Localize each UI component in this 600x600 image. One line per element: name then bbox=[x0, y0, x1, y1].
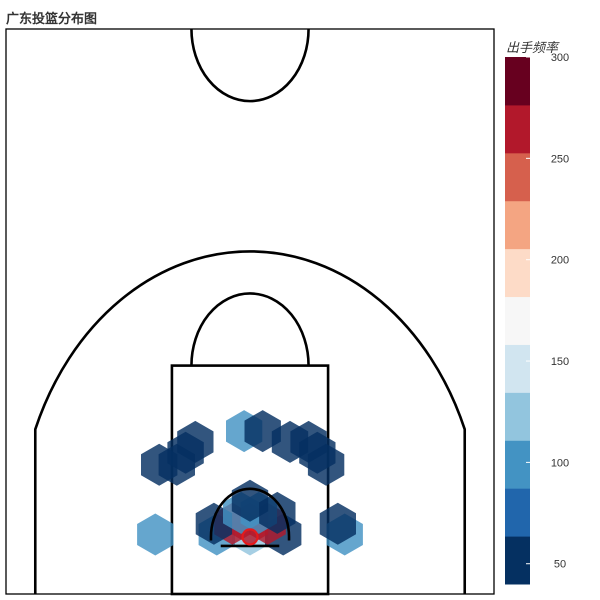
hexbin-cell bbox=[307, 443, 345, 486]
court-overlay bbox=[209, 487, 291, 548]
restricted-area-arc bbox=[209, 487, 291, 541]
colorbar-segment bbox=[505, 296, 530, 345]
hexbin-cell bbox=[319, 502, 356, 545]
hoop bbox=[241, 528, 259, 546]
free-throw-arc bbox=[190, 292, 310, 366]
colorbar-segment bbox=[505, 248, 530, 298]
colorbar-tick-label: 150 bbox=[551, 356, 569, 368]
colorbar-segment bbox=[505, 536, 530, 585]
colorbar-title: 出手频率 bbox=[506, 40, 560, 56]
colorbar-segment bbox=[505, 200, 530, 250]
colorbar-tick-label: 250 bbox=[551, 153, 569, 165]
colorbar-segment bbox=[505, 152, 530, 202]
hexbin-cell bbox=[137, 513, 174, 556]
chart-title: 广东投篮分布图 bbox=[6, 11, 98, 26]
colorbar-tick-label: 100 bbox=[551, 457, 569, 469]
colorbar-segment bbox=[505, 57, 530, 106]
colorbar-segment bbox=[505, 104, 530, 154]
paint-area bbox=[170, 364, 330, 596]
colorbar-tick-label: 50 bbox=[554, 559, 566, 571]
colorbar-segment bbox=[505, 488, 530, 537]
colorbar-tick-label: 200 bbox=[551, 255, 569, 267]
center-circle bbox=[190, 28, 310, 103]
hexbin-cell bbox=[177, 420, 214, 463]
colorbar-tick-label: 300 bbox=[551, 52, 569, 64]
colorbar-segment bbox=[505, 392, 530, 441]
three-point-line bbox=[33, 250, 467, 594]
colorbar-segment bbox=[505, 344, 530, 393]
colorbar-segment bbox=[505, 440, 530, 489]
